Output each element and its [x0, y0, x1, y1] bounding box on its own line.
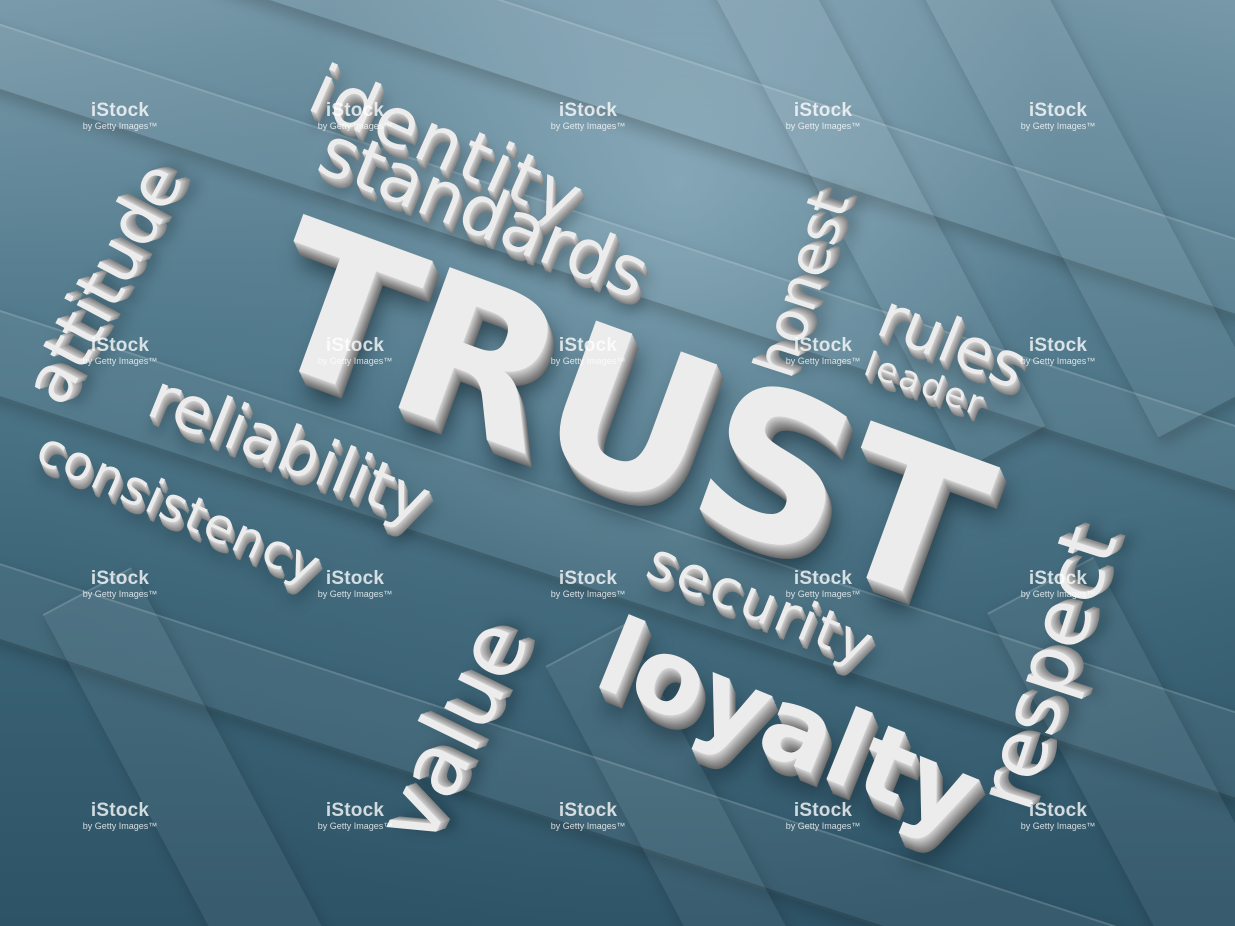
watermark-brand: iStock: [1028, 335, 1088, 356]
watermark-sub: by Getty Images™: [785, 121, 861, 131]
watermark-sub: by Getty Images™: [1020, 821, 1096, 831]
watermark-brand: iStock: [90, 100, 150, 121]
watermark: iStock by Getty Images™: [295, 335, 415, 366]
watermark-sub: by Getty Images™: [550, 356, 626, 366]
watermark: iStock by Getty Images™: [998, 568, 1118, 599]
watermark: iStock by Getty Images™: [998, 335, 1118, 366]
watermark: iStock by Getty Images™: [763, 568, 883, 599]
watermark-brand: iStock: [793, 100, 853, 121]
watermark-sub: by Getty Images™: [82, 821, 158, 831]
watermark-brand: iStock: [558, 335, 618, 356]
watermark-brand: iStock: [793, 568, 853, 589]
watermark-brand: iStock: [90, 568, 150, 589]
watermark-brand: iStock: [325, 335, 385, 356]
watermark-sub: by Getty Images™: [785, 589, 861, 599]
watermark: iStock by Getty Images™: [60, 100, 180, 131]
watermark-brand: iStock: [325, 100, 385, 121]
watermark-sub: by Getty Images™: [82, 356, 158, 366]
watermark: iStock by Getty Images™: [763, 335, 883, 366]
watermark-brand: iStock: [793, 335, 853, 356]
watermark: iStock by Getty Images™: [998, 100, 1118, 131]
watermark-sub: by Getty Images™: [785, 821, 861, 831]
watermark: iStock by Getty Images™: [528, 100, 648, 131]
watermark-sub: by Getty Images™: [1020, 356, 1096, 366]
watermark: iStock by Getty Images™: [295, 800, 415, 831]
watermark-brand: iStock: [558, 100, 618, 121]
watermark-sub: by Getty Images™: [317, 821, 393, 831]
watermark-sub: by Getty Images™: [317, 589, 393, 599]
watermark-brand: iStock: [1028, 568, 1088, 589]
watermark-sub: by Getty Images™: [785, 356, 861, 366]
watermark-brand: iStock: [1028, 800, 1088, 821]
watermark-brand: iStock: [325, 800, 385, 821]
watermark-brand: iStock: [1028, 100, 1088, 121]
watermark-brand: iStock: [90, 335, 150, 356]
watermark-sub: by Getty Images™: [1020, 121, 1096, 131]
watermark-brand: iStock: [793, 800, 853, 821]
watermark-sub: by Getty Images™: [82, 589, 158, 599]
watermark-sub: by Getty Images™: [1020, 589, 1096, 599]
watermark-sub: by Getty Images™: [82, 121, 158, 131]
watermark: iStock by Getty Images™: [60, 335, 180, 366]
watermark-sub: by Getty Images™: [550, 589, 626, 599]
watermark-brand: iStock: [558, 800, 618, 821]
watermark: iStock by Getty Images™: [528, 335, 648, 366]
watermark: iStock by Getty Images™: [998, 800, 1118, 831]
watermark-sub: by Getty Images™: [317, 356, 393, 366]
watermark-brand: iStock: [90, 800, 150, 821]
watermark: iStock by Getty Images™: [528, 568, 648, 599]
watermark: iStock by Getty Images™: [763, 800, 883, 831]
watermark: iStock by Getty Images™: [528, 800, 648, 831]
watermark: iStock by Getty Images™: [295, 100, 415, 131]
watermark: iStock by Getty Images™: [295, 568, 415, 599]
watermark: iStock by Getty Images™: [763, 100, 883, 131]
watermark: iStock by Getty Images™: [60, 568, 180, 599]
watermark-sub: by Getty Images™: [317, 121, 393, 131]
watermark-brand: iStock: [325, 568, 385, 589]
watermark-brand: iStock: [558, 568, 618, 589]
watermark-sub: by Getty Images™: [550, 121, 626, 131]
watermark-sub: by Getty Images™: [550, 821, 626, 831]
watermark: iStock by Getty Images™: [60, 800, 180, 831]
